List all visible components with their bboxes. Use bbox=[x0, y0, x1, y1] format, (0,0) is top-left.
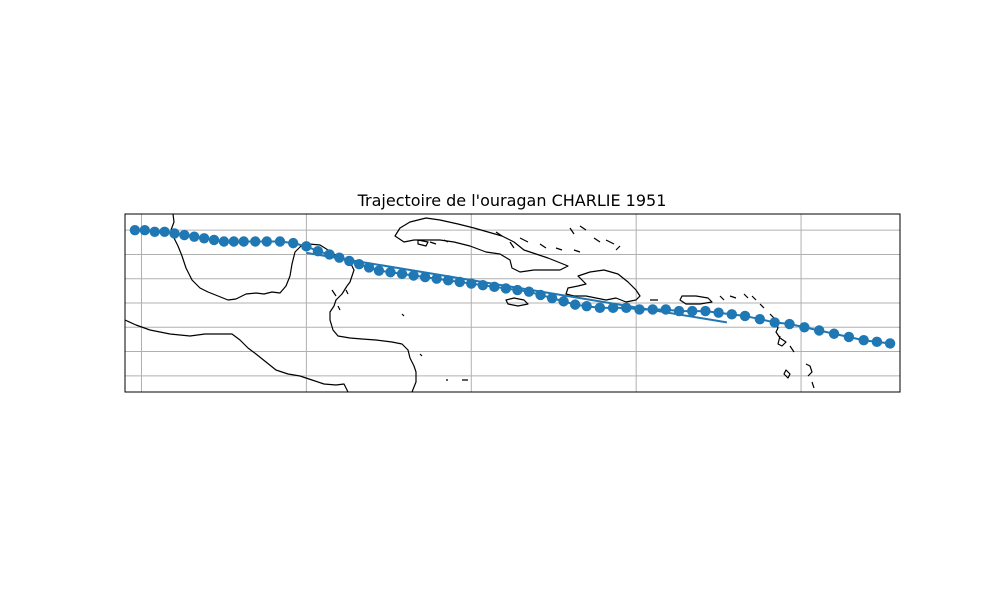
track-point-12 bbox=[250, 236, 261, 247]
track-point-29 bbox=[442, 275, 454, 286]
track-point-13 bbox=[261, 236, 273, 247]
track-point-1 bbox=[139, 224, 150, 236]
coastline-puerto-rico bbox=[679, 295, 713, 305]
track-point-59 bbox=[828, 328, 840, 339]
track-point-7 bbox=[198, 233, 210, 244]
coastline-pacific-mexico bbox=[125, 319, 349, 392]
coastline-central-america-east bbox=[329, 285, 417, 392]
track-point-32 bbox=[477, 280, 489, 291]
track-point-25 bbox=[396, 268, 408, 280]
coastline-misc-islands bbox=[331, 289, 737, 381]
track-point-33 bbox=[489, 281, 500, 293]
track-point-3 bbox=[159, 226, 170, 237]
track-point-10 bbox=[228, 236, 240, 247]
track-point-8 bbox=[208, 234, 220, 246]
track-point-56 bbox=[784, 318, 795, 330]
track-point-6 bbox=[189, 231, 200, 242]
track-point-48 bbox=[673, 305, 685, 317]
track-point-46 bbox=[647, 304, 658, 315]
track-points bbox=[129, 224, 896, 349]
track-point-39 bbox=[558, 296, 569, 307]
track-point-16 bbox=[301, 241, 312, 252]
track-point-28 bbox=[431, 273, 442, 284]
track-point-0 bbox=[129, 224, 141, 236]
track-point-42 bbox=[594, 302, 606, 314]
coastlines bbox=[125, 214, 815, 392]
track-point-49 bbox=[687, 305, 698, 317]
track-point-15 bbox=[287, 237, 299, 249]
track-point-63 bbox=[884, 338, 896, 349]
track-point-41 bbox=[581, 301, 592, 312]
gridlines bbox=[125, 214, 900, 392]
track-point-58 bbox=[814, 325, 825, 336]
track-point-34 bbox=[500, 283, 512, 294]
coastline-hispaniola bbox=[565, 269, 641, 303]
track-point-14 bbox=[274, 236, 286, 247]
track-point-2 bbox=[149, 226, 160, 237]
track-point-37 bbox=[535, 289, 546, 301]
track-point-30 bbox=[454, 276, 465, 288]
coastline-jamaica bbox=[505, 297, 529, 307]
track-point-35 bbox=[512, 284, 523, 296]
track-point-31 bbox=[466, 278, 477, 289]
track-point-11 bbox=[238, 236, 249, 247]
track-point-22 bbox=[363, 262, 375, 273]
track-point-55 bbox=[769, 317, 780, 328]
track-point-54 bbox=[754, 313, 766, 325]
map-title: Trajectoire de l'ouragan CHARLIE 1951 bbox=[357, 191, 667, 210]
track-point-60 bbox=[843, 331, 855, 343]
hurricane-track bbox=[129, 224, 896, 349]
track-point-51 bbox=[713, 307, 724, 318]
track-point-43 bbox=[607, 302, 619, 314]
track-point-53 bbox=[739, 310, 751, 322]
track-point-40 bbox=[569, 299, 581, 310]
coastline-cayman-small-islands bbox=[417, 239, 449, 247]
track-point-57 bbox=[799, 322, 810, 333]
track-point-26 bbox=[408, 270, 419, 281]
track-point-38 bbox=[546, 292, 558, 304]
track-point-24 bbox=[385, 267, 396, 278]
track-point-19 bbox=[334, 252, 345, 263]
track-point-47 bbox=[660, 304, 672, 315]
track-point-18 bbox=[324, 249, 335, 260]
track-point-21 bbox=[353, 258, 365, 270]
track-point-52 bbox=[726, 309, 738, 320]
track-point-5 bbox=[179, 229, 190, 241]
track-point-27 bbox=[419, 271, 431, 283]
coastline-lesser-antilles bbox=[743, 293, 815, 389]
coastline-cuba bbox=[394, 217, 569, 273]
track-point-61 bbox=[858, 335, 869, 346]
track-point-62 bbox=[871, 336, 883, 348]
track-point-4 bbox=[169, 228, 180, 239]
track-point-45 bbox=[634, 304, 645, 315]
coastline-bahamas bbox=[495, 225, 621, 253]
track-point-9 bbox=[218, 236, 230, 247]
track-point-20 bbox=[344, 255, 355, 267]
track-point-50 bbox=[700, 305, 711, 317]
track-point-23 bbox=[373, 265, 385, 276]
track-point-36 bbox=[523, 286, 535, 297]
map-axes bbox=[125, 214, 900, 392]
track-point-17 bbox=[312, 246, 324, 257]
track-point-44 bbox=[621, 302, 632, 314]
map-frame bbox=[124, 213, 901, 393]
